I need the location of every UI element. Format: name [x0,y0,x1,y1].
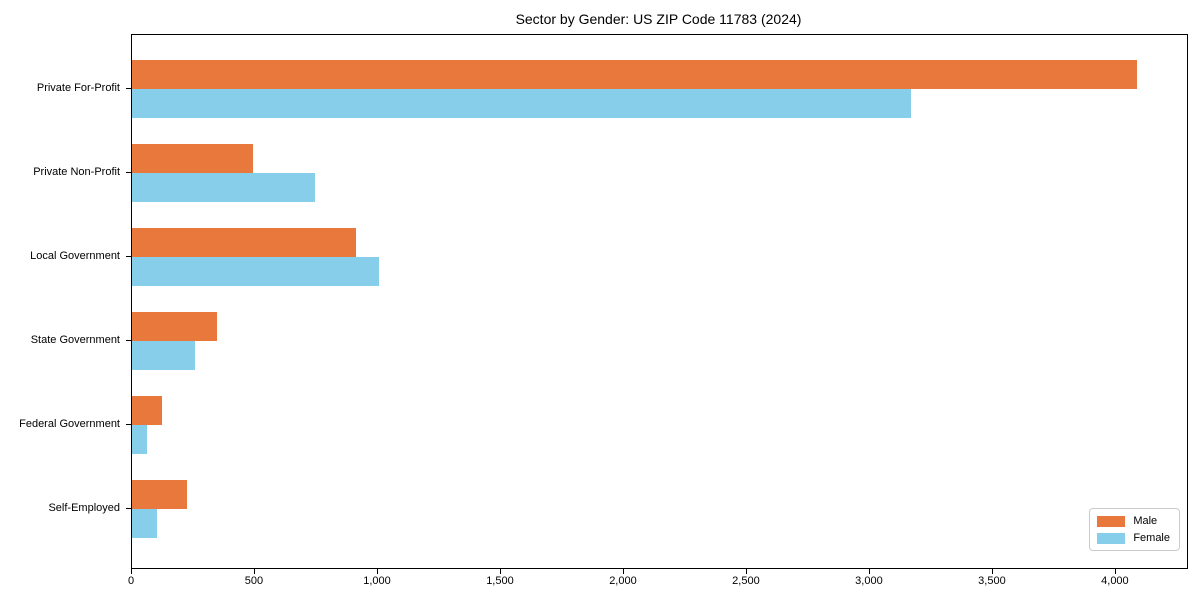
x-axis-tick-7 [991,569,993,574]
x-axis-tick-2 [376,569,378,574]
legend-label-female: Female [1133,532,1170,544]
plot-area: Male Female [131,34,1188,569]
y-axis-tick-1 [126,172,131,173]
x-axis-label-2: 1,000 [363,575,391,587]
x-axis-tick-4 [622,569,624,574]
bar-male-5 [132,480,188,509]
bar-male-2 [132,228,356,257]
y-axis-label-4: Federal Government [19,418,120,430]
x-axis-label-1: 500 [244,575,264,587]
x-axis-label-7: 3,500 [978,575,1006,587]
y-axis-tick-2 [126,256,131,257]
legend-swatch-female-icon [1097,532,1126,544]
legend-swatch-male-icon [1097,515,1126,527]
y-axis-label-1: Private Non-Profit [33,166,120,178]
bar-female-5 [132,509,157,538]
x-axis-tick-6 [868,569,870,574]
legend: Male Female [1089,508,1180,551]
bar-male-3 [132,312,217,341]
x-axis-label-3: 1,500 [486,575,514,587]
y-axis-label-5: Self-Employed [48,502,120,514]
x-axis-tick-5 [745,569,747,574]
bar-female-2 [132,257,380,286]
x-axis-label-6: 3,000 [855,575,883,587]
bar-male-4 [132,396,162,425]
y-axis-label-0: Private For-Profit [36,82,120,94]
x-axis-tick-3 [499,569,501,574]
y-axis-tick-4 [126,424,131,425]
bar-female-1 [132,173,316,202]
y-axis-label-3: State Government [30,334,120,346]
legend-label-male: Male [1133,515,1158,527]
y-axis-tick-0 [126,88,131,89]
y-axis-label-2: Local Government [30,250,120,262]
y-axis-tick-3 [126,340,131,341]
legend-item-male: Male [1097,515,1170,527]
bar-male-0 [132,60,1137,89]
x-axis-tick-1 [253,569,255,574]
x-axis-tick-0 [131,569,132,574]
x-axis-label-0: 0 [127,575,135,587]
legend-item-female: Female [1097,532,1170,544]
x-axis-tick-8 [1114,569,1116,574]
x-axis-label-4: 2,000 [609,575,637,587]
chart-title: Sector by Gender: US ZIP Code 11783 (202… [515,11,802,27]
x-axis-label-8: 4,000 [1101,575,1129,587]
bar-female-3 [132,341,195,370]
bar-female-4 [132,425,147,454]
y-axis-tick-5 [126,508,131,509]
bar-female-0 [132,89,911,118]
x-axis-label-5: 2,500 [732,575,760,587]
bar-male-1 [132,144,253,173]
